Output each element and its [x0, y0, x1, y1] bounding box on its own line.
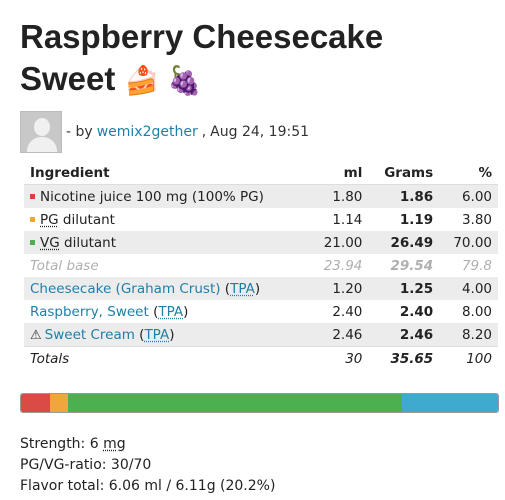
ml-cell: 1.14 [332, 211, 363, 228]
warning-icon[interactable]: ⚠ [30, 327, 42, 343]
percent-cell: 100 [439, 346, 498, 370]
strength-text: Strength: 6 [20, 436, 104, 452]
percent-cell: 6.00 [439, 184, 498, 208]
avatar-head-shape [34, 118, 50, 136]
flavor-link[interactable]: Cheesecake (Graham Crust) [30, 280, 221, 297]
grams-cell: 1.25 [368, 277, 440, 300]
ingredient-cell: ⚠ Sweet Cream (TPA) [24, 323, 310, 347]
flavor-link[interactable]: Sweet Cream [44, 326, 135, 343]
nicotine-swatch-icon [30, 194, 35, 199]
mix-ratio-bar [20, 393, 499, 413]
table-row-flavor-cheesecake: Cheesecake (Graham Crust) (TPA) 1.20 1.2… [24, 277, 498, 300]
ml-cell: 1.80 [309, 184, 369, 208]
ml-cell: 30 [309, 346, 369, 370]
ingredient-cell: VG dilutant [24, 231, 310, 254]
ingredient-name-suffix: dilutant [58, 211, 115, 228]
ingredient-cell: PG dilutant [24, 208, 310, 231]
grams-cell: 29.54 [390, 257, 434, 274]
strength-unit[interactable]: mg [103, 436, 126, 452]
table-row-flavor-sweet-cream: ⚠ Sweet Cream (TPA) 2.46 2.46 8.20 [24, 323, 498, 347]
ingredient-cell: Cheesecake (Graham Crust) (TPA) [24, 277, 310, 300]
percent-cell: 79.8 [461, 257, 492, 274]
percent-cell: 8.20 [439, 323, 498, 347]
title-line-2: Sweet [20, 60, 116, 97]
ingredient-name-suffix: dilutant [59, 234, 117, 251]
ingredient-name: Nicotine juice 100 mg (100% PG) [40, 188, 264, 205]
recipe-stats: Strength: 6 mg PG/VG-ratio: 30/70 Flavor… [20, 434, 275, 497]
vg-abbr[interactable]: VG [40, 234, 60, 251]
percent-cell: 3.80 [461, 211, 492, 228]
ingredient-cell: Nicotine juice 100 mg (100% PG) [24, 184, 310, 208]
byline-separator: , [201, 124, 207, 140]
grams-cell: 35.65 [368, 346, 440, 370]
byline-prefix: - by [66, 124, 93, 140]
strength-line: Strength: 6 mg [20, 434, 275, 455]
ml-cell: 1.20 [309, 277, 369, 300]
table-header-row: Ingredient ml Grams % [24, 162, 498, 185]
flavor-link[interactable]: Raspberry, Sweet [30, 303, 149, 320]
table-row-flavor-raspberry: Raspberry, Sweet (TPA) 2.40 2.40 8.00 [24, 300, 498, 323]
header-ml: ml [309, 162, 369, 185]
pg-abbr[interactable]: PG [40, 211, 59, 228]
post-date: Aug 24, 19:51 [210, 124, 310, 140]
bar-segment-flavor [401, 394, 498, 412]
bar-segment-vg [67, 394, 402, 412]
pg-swatch-icon [30, 217, 35, 222]
grams-cell: 2.40 [399, 303, 434, 320]
base-label: Total base [30, 257, 99, 274]
totals-label: Totals [24, 346, 310, 370]
ml-cell: 21.00 [309, 231, 369, 254]
bar-segment-pg [49, 394, 68, 412]
ml-cell: 2.40 [332, 303, 363, 320]
author-link[interactable]: wemix2gether [96, 124, 198, 140]
ml-cell: 2.46 [309, 323, 369, 347]
header-ingredient: Ingredient [24, 162, 310, 185]
percent-cell: 4.00 [439, 277, 498, 300]
vg-swatch-icon [30, 240, 35, 245]
table-row-vg: VG dilutant 21.00 26.49 70.00 [24, 231, 498, 254]
percent-cell: 8.00 [461, 303, 492, 320]
table-row-total-base: Total base 23.94 29.54 79.8 [24, 254, 498, 277]
ingredient-table: Ingredient ml Grams % Nicotine juice 100… [24, 162, 498, 370]
table-row-nicotine: Nicotine juice 100 mg (100% PG) 1.80 1.8… [24, 184, 498, 208]
vendor-link[interactable]: TPA [158, 303, 184, 320]
percent-cell: 70.00 [439, 231, 498, 254]
grams-cell: 2.46 [368, 323, 440, 347]
avatar[interactable] [20, 111, 62, 153]
header-grams: Grams [368, 162, 440, 185]
table-row-pg: PG dilutant 1.14 1.19 3.80 [24, 208, 498, 231]
flavor-total: Flavor total: 6.06 ml / 6.11g (20.2%) [20, 478, 276, 494]
byline: - by wemix2gether , Aug 24, 19:51 [20, 110, 309, 154]
pg-vg-ratio: PG/VG-ratio: 30/70 [20, 457, 152, 473]
vendor-link[interactable]: TPA [230, 280, 255, 297]
ml-cell: 23.94 [323, 257, 363, 274]
vendor-link[interactable]: TPA [144, 326, 170, 343]
table-row-totals: Totals 30 35.65 100 [24, 346, 498, 370]
cake-grape-emoji-icon: 🍰 🍇 [124, 65, 203, 96]
title-line-1: Raspberry Cheesecake [20, 18, 384, 55]
avatar-shoulders-shape [27, 137, 57, 152]
header-percent: % [439, 162, 498, 185]
recipe-title: Raspberry Cheesecake Sweet 🍰 🍇 [20, 16, 490, 102]
grams-cell: 1.19 [399, 211, 434, 228]
ingredient-cell: Raspberry, Sweet (TPA) [30, 303, 189, 320]
bar-segment-nicotine [21, 394, 50, 412]
grams-cell: 1.86 [368, 184, 440, 208]
grams-cell: 26.49 [368, 231, 440, 254]
